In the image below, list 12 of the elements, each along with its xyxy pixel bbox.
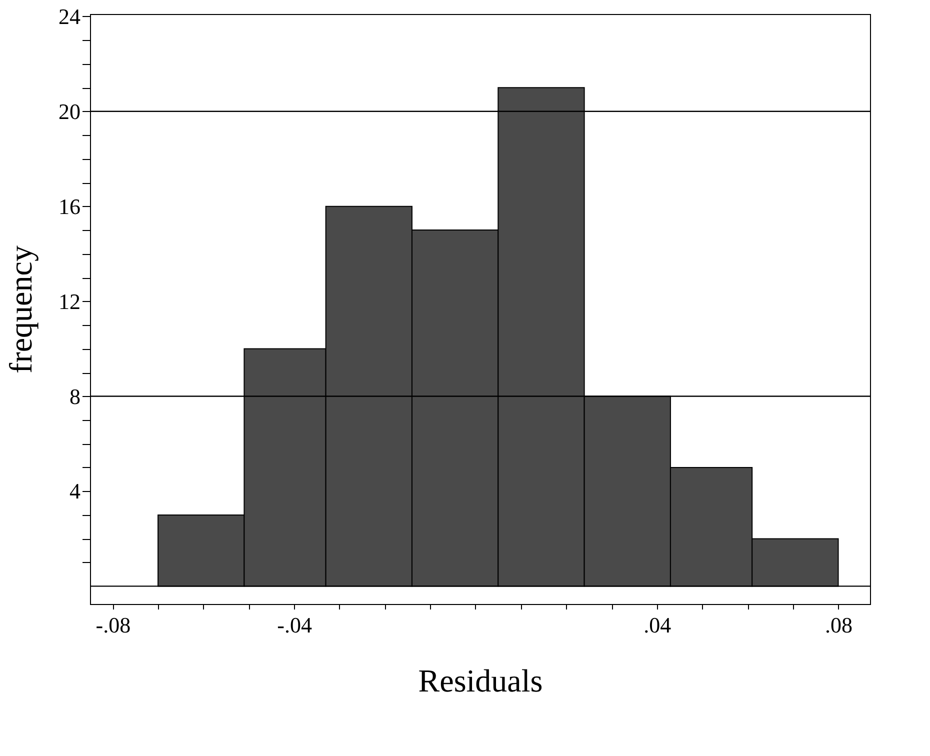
y-tick-label: 4 bbox=[70, 478, 80, 504]
x-tick-label: -.04 bbox=[277, 612, 312, 638]
y-tick-label: 24 bbox=[58, 4, 80, 29]
y-tick-label: 8 bbox=[70, 384, 80, 409]
y-tick-label: 12 bbox=[58, 288, 80, 314]
x-tick-label: .08 bbox=[825, 612, 853, 638]
y-tick-label: 20 bbox=[58, 98, 80, 124]
x-axis-title: Residuals bbox=[418, 662, 543, 698]
x-tick-label: -.08 bbox=[96, 612, 131, 638]
y-tick-label: 16 bbox=[58, 194, 80, 219]
y-axis-title: frequency bbox=[2, 246, 38, 374]
x-tick-label: .04 bbox=[644, 612, 672, 638]
